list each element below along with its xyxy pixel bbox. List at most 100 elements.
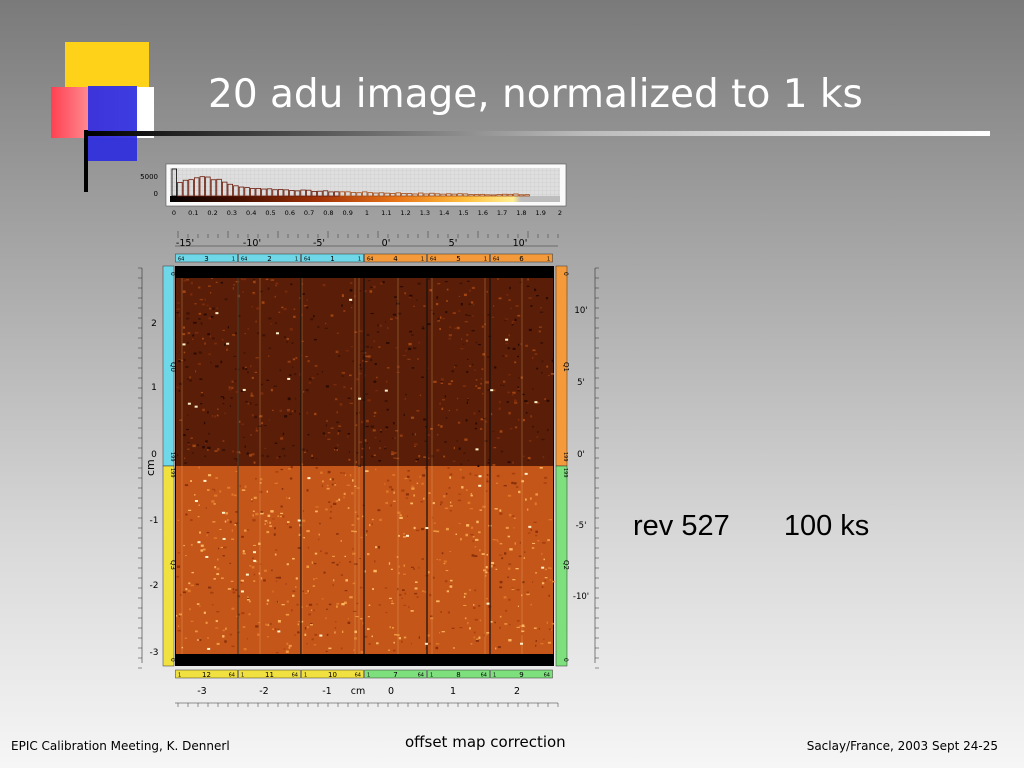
noise-pixel — [348, 374, 352, 377]
noise-pixel — [444, 395, 447, 398]
noise-pixel — [338, 425, 342, 427]
noise-pixel — [392, 649, 396, 652]
noise-pixel — [536, 367, 539, 370]
noise-pixel — [440, 611, 442, 613]
noise-pixel — [244, 485, 247, 488]
noise-pixel — [505, 343, 508, 345]
noise-pixel — [425, 426, 427, 428]
noise-pixel — [376, 331, 380, 333]
noise-pixel — [541, 552, 543, 555]
bottom-cm-tick: -3 — [197, 686, 206, 697]
noise-pixel — [278, 456, 281, 458]
noise-pixel — [435, 302, 439, 306]
noise-pixel — [485, 571, 488, 574]
noise-pixel — [314, 365, 318, 367]
noise-pixel — [469, 627, 471, 630]
noise-pixel — [243, 352, 246, 354]
noise-pixel — [409, 294, 413, 297]
noise-pixel — [463, 595, 466, 598]
noise-pixel — [274, 553, 277, 556]
noise-pixel — [379, 440, 381, 443]
noise-pixel — [177, 552, 180, 554]
histogram-bar — [322, 190, 329, 197]
histogram-xtick: 1.6 — [478, 209, 488, 217]
noise-pixel — [492, 430, 495, 432]
noise-pixel — [349, 596, 353, 599]
noise-pixel — [297, 547, 301, 549]
noise-pixel — [463, 452, 466, 454]
noise-pixel — [352, 552, 356, 555]
noise-pixel — [376, 376, 378, 379]
noise-pixel — [200, 544, 204, 547]
ccd-number: 4 — [393, 255, 398, 263]
noise-pixel — [472, 540, 474, 543]
noise-pixel — [428, 492, 431, 494]
noise-pixel — [470, 494, 473, 497]
noise-pixel — [198, 466, 200, 469]
noise-pixel — [214, 566, 217, 569]
noise-pixel — [241, 612, 245, 615]
noise-pixel — [192, 334, 195, 337]
noise-pixel — [311, 638, 314, 641]
noise-pixel — [341, 372, 346, 374]
noise-pixel — [419, 475, 421, 478]
noise-pixel — [249, 600, 251, 603]
noise-pixel — [478, 410, 481, 412]
noise-pixel — [404, 292, 407, 295]
noise-pixel — [484, 440, 488, 442]
noise-pixel — [205, 440, 208, 443]
left-axis-label: cm — [144, 459, 157, 476]
noise-pixel — [188, 509, 192, 512]
noise-pixel — [194, 331, 199, 334]
noise-pixel — [315, 510, 318, 513]
noise-pixel — [469, 289, 471, 292]
noise-pixel — [242, 436, 245, 438]
noise-pixel — [253, 280, 256, 282]
noise-pixel — [271, 569, 273, 572]
noise-pixel — [499, 543, 503, 545]
noise-pixel — [267, 521, 269, 524]
noise-pixel — [254, 404, 258, 406]
noise-pixel — [451, 627, 455, 629]
noise-pixel — [257, 621, 260, 624]
noise-pixel — [509, 623, 511, 626]
noise-pixel — [186, 279, 189, 281]
noise-pixel — [472, 536, 475, 538]
right-angle-tick: 5' — [577, 378, 585, 388]
noise-pixel — [379, 447, 382, 449]
noise-pixel — [335, 350, 339, 354]
noise-pixel — [344, 555, 347, 558]
noise-pixel — [427, 278, 431, 280]
histogram-bar — [311, 191, 317, 197]
noise-pixel — [511, 588, 515, 590]
noise-pixel — [401, 640, 403, 643]
noise-pixel — [306, 530, 310, 533]
noise-pixel — [507, 391, 511, 394]
noise-pixel — [436, 296, 439, 299]
noise-pixel — [278, 576, 282, 579]
noise-pixel — [206, 531, 210, 534]
histogram-xtick: 0.1 — [188, 209, 198, 217]
noise-pixel — [492, 316, 494, 318]
noise-pixel — [325, 424, 328, 427]
histogram-bar — [294, 190, 301, 197]
noise-pixel — [294, 409, 297, 413]
noise-pixel — [522, 393, 525, 396]
noise-pixel — [296, 603, 299, 606]
noise-pixel — [200, 402, 203, 405]
noise-pixel — [304, 633, 307, 636]
noise-pixel — [343, 496, 345, 499]
noise-pixel — [354, 331, 358, 333]
noise-pixel — [440, 501, 443, 504]
noise-pixel — [515, 305, 519, 307]
ccd-number: 12 — [202, 671, 211, 679]
noise-pixel — [253, 580, 256, 582]
noise-pixel — [390, 504, 393, 507]
noise-pixel — [370, 312, 374, 315]
noise-pixel — [539, 467, 543, 469]
noise-pixel — [477, 387, 481, 390]
noise-pixel — [504, 318, 509, 320]
noise-pixel — [336, 602, 340, 605]
noise-pixel — [465, 489, 468, 491]
noise-pixel — [274, 527, 276, 530]
